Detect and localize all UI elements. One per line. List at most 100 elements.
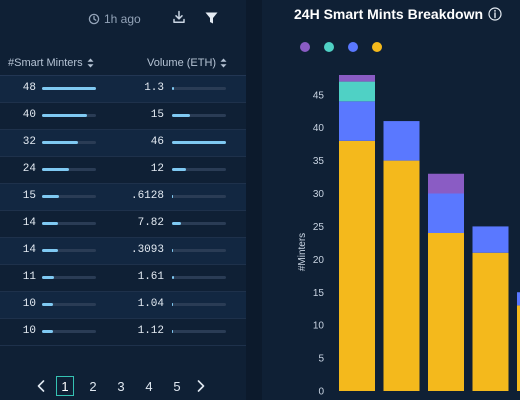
y-tick-label: 10 [313, 321, 325, 332]
legend-dot-teal[interactable] [324, 42, 334, 52]
chart-title: 24H Smart Mints Breakdown [294, 6, 484, 22]
page-5-button[interactable]: 5 [173, 378, 181, 394]
bar-segment[interactable] [383, 121, 420, 161]
minters-header-label: #Smart Minters [8, 57, 83, 69]
volume-bar [172, 114, 226, 117]
minters-table-panel: 1h ago #Smart Minters Volume (ETH) 48 [0, 0, 246, 400]
legend-dot-blue[interactable] [348, 42, 358, 52]
volume-bar-fill [172, 303, 174, 306]
chart-legend [300, 42, 382, 52]
table-row[interactable]: 10 1.12 [0, 319, 246, 346]
minters-value: 32 [22, 136, 36, 148]
table-row[interactable]: 14 .3093 [0, 238, 246, 265]
page-1-button[interactable]: 1 [56, 376, 74, 396]
sort-icon [87, 58, 94, 68]
volume-bar-fill [172, 141, 226, 144]
minters-bar [42, 330, 96, 333]
y-axis-title: #Minters [297, 233, 308, 271]
minters-value: 48 [22, 82, 36, 94]
volume-bar [172, 330, 226, 333]
bar-segment[interactable] [472, 252, 509, 391]
page-4-button[interactable]: 4 [145, 378, 153, 394]
chevron-right-icon[interactable] [196, 380, 206, 392]
volume-value: 1.04 [137, 298, 164, 310]
volume-bar-fill [172, 330, 174, 333]
bar-segment[interactable] [428, 173, 464, 194]
table-body: 48 1.3 40 15 32 46 24 12 15 .6128 [0, 76, 246, 346]
bar-segment[interactable] [383, 160, 420, 391]
minters-value: 15 [22, 190, 36, 202]
volume-bar [172, 276, 226, 279]
bar-segment[interactable] [428, 233, 464, 391]
legend-dot-purple[interactable] [300, 42, 310, 52]
volume-bar-fill [172, 168, 187, 171]
pagination: 1 2 3 4 5 [36, 376, 206, 396]
minters-value: 14 [22, 244, 36, 256]
table-row[interactable]: 11 1.61 [0, 265, 246, 292]
page-3-button[interactable]: 3 [117, 378, 125, 394]
minters-bar [42, 303, 96, 306]
bar-segment[interactable] [428, 193, 464, 234]
volume-column-header[interactable]: Volume (ETH) [147, 57, 227, 69]
y-tick-label: 35 [313, 156, 325, 167]
minters-bar [42, 141, 96, 144]
minters-bar [42, 168, 96, 171]
table-row[interactable]: 24 12 [0, 157, 246, 184]
minters-bar-fill [42, 168, 69, 171]
y-tick-label: 30 [313, 189, 325, 200]
minters-bar-fill [42, 141, 79, 144]
volume-bar [172, 195, 226, 198]
y-tick-label: 0 [318, 387, 324, 398]
volume-bar-fill [172, 276, 174, 279]
minters-bar [42, 195, 96, 198]
minters-value: 11 [22, 271, 36, 283]
bar-segment[interactable] [517, 292, 520, 306]
minters-bar-fill [42, 249, 58, 252]
volume-bar [172, 168, 226, 171]
volume-bar-fill [172, 195, 173, 198]
minters-value: 14 [22, 217, 36, 229]
minters-column-header[interactable]: #Smart Minters [8, 57, 94, 69]
y-tick-label: 25 [313, 222, 325, 233]
volume-bar [172, 141, 226, 144]
volume-bar [172, 303, 226, 306]
volume-bar [172, 249, 226, 252]
minters-bar-fill [42, 87, 96, 90]
last-updated-text: 1h ago [104, 12, 141, 26]
volume-value: 1.61 [137, 271, 164, 283]
volume-value: 7.82 [137, 217, 164, 229]
bar-segment[interactable] [517, 305, 520, 391]
bar-segment[interactable] [472, 226, 509, 253]
volume-header-label: Volume (ETH) [147, 57, 217, 69]
table-row[interactable]: 10 1.04 [0, 292, 246, 319]
page-2-button[interactable]: 2 [89, 378, 97, 394]
table-row[interactable]: 40 15 [0, 103, 246, 130]
volume-value: 46 [150, 136, 164, 148]
table-row[interactable]: 14 7.82 [0, 211, 246, 238]
chevron-left-icon[interactable] [36, 380, 46, 392]
legend-dot-yellow[interactable] [372, 42, 382, 52]
bar-segment[interactable] [339, 81, 375, 102]
filter-icon[interactable] [205, 12, 218, 24]
table-row[interactable]: 32 46 [0, 130, 246, 157]
bar-segment[interactable] [339, 75, 375, 82]
volume-value: 1.12 [137, 325, 164, 337]
volume-bar-fill [172, 114, 190, 117]
last-updated: 1h ago [88, 12, 141, 26]
bar-segment[interactable] [339, 140, 375, 391]
download-icon[interactable] [172, 10, 186, 24]
volume-value: .3093 [130, 244, 164, 256]
minters-bar-fill [42, 222, 58, 225]
y-tick-label: 5 [318, 354, 324, 365]
minters-value: 24 [22, 163, 36, 175]
minters-bar [42, 87, 96, 90]
clock-refresh-icon [88, 13, 100, 25]
sort-icon [220, 58, 227, 68]
table-row[interactable]: 48 1.3 [0, 76, 246, 103]
y-tick-label: 15 [313, 288, 325, 299]
bar-segment[interactable] [339, 101, 375, 141]
table-row[interactable]: 15 .6128 [0, 184, 246, 211]
info-icon[interactable] [488, 7, 502, 21]
stacked-bar-chart: #Minters 0 5 10 15 20 25 30 35 40 45 [297, 75, 520, 398]
volume-bar [172, 222, 226, 225]
